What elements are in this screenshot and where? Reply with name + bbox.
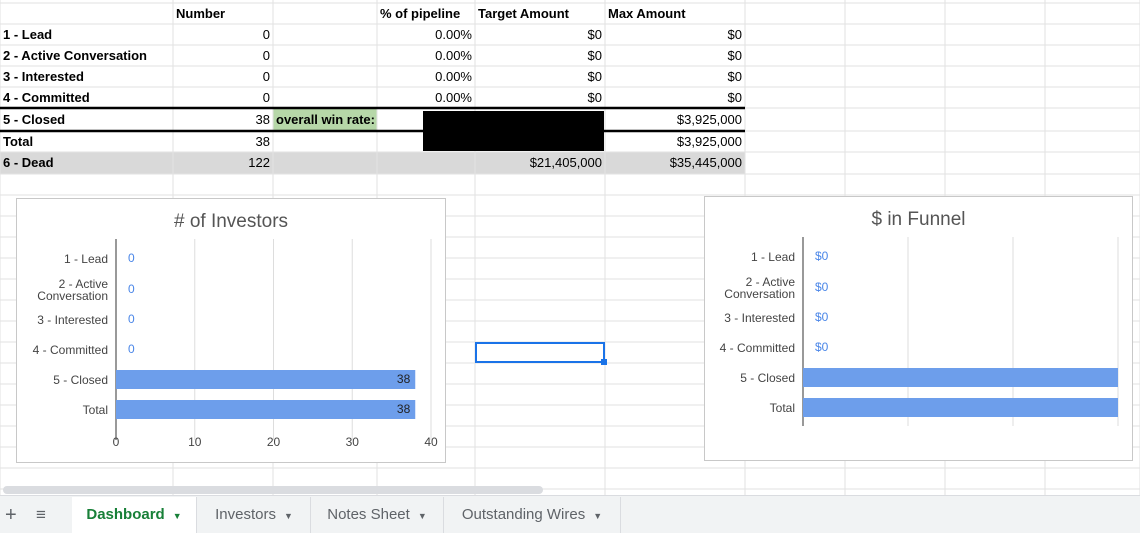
cell: $3,925,000 [676,112,742,127]
cell: 2 - Active Conversation [3,48,148,63]
bar [116,400,416,419]
cell: $0 [587,90,602,105]
cell: 0.00% [435,90,472,105]
cell: Max Amount [608,6,686,21]
chart-title: $ in Funnel [871,209,965,230]
tab-label: Outstanding Wires [461,506,586,523]
cell: 0 [262,90,270,105]
cell: $0 [727,48,742,63]
value-label: $0 [815,249,829,263]
sheet-tab[interactable]: Notes Sheet ▼ [311,497,444,533]
category-label: 5 - Closed [740,371,795,385]
cell: 3 - Interested [3,69,84,84]
value-label: 0 [128,282,135,296]
cell: 38 [255,134,270,149]
sheet-tab[interactable]: Dashboard ▼ [72,497,197,533]
value-label: 0 [128,312,135,326]
cell: overall win rate: [276,112,375,127]
cell: 6 - Dead [3,155,54,170]
category-label: 1 - Lead [63,252,108,266]
cell: $0 [587,69,602,84]
category-label: 3 - Interested [724,311,795,325]
cell: % of pipeline [380,6,461,21]
x-tick-label: 40 [424,435,438,449]
tab-label: Dashboard [86,506,165,523]
sheet-tab[interactable]: Investors ▼ [198,497,311,533]
category-label: 4 - Committed [719,341,795,355]
win-rate-bg [273,108,377,131]
cell: $21,405,000 [529,155,602,170]
all-sheets[interactable]: ≡ [36,505,46,524]
add-sheet[interactable]: + [5,504,17,526]
cell: 1 - Lead [3,27,53,42]
fill-handle[interactable] [601,359,607,365]
value-label: $0 [815,340,829,354]
cell: 4 - Committed [3,90,90,105]
bar [116,370,416,389]
x-tick-label: 20 [267,435,281,449]
value-label: 38 [397,372,411,386]
category-label: 2 - Active Conversation [37,277,108,303]
category-label: 2 - Active Conversation [724,275,795,301]
category-label: 4 - Committed [32,343,108,357]
tab-arrow: ▼ [593,511,603,521]
value-label: $0 [815,280,829,294]
tab-arrow: ▼ [172,511,182,521]
cell: Number [176,6,226,21]
chart: $ in Funnel $0 $0 $0 $0 [802,209,1119,426]
selected-cell[interactable] [475,342,605,363]
value-label: 0 [128,342,135,356]
tab-arrow: ▼ [283,511,293,521]
x-tick-label: 0 [113,435,120,449]
cell: 0 [262,48,270,63]
cell: 122 [248,155,270,170]
chart: # of Investors 0 10 20 30 40 0 0 0 0 38 38 [113,211,438,449]
chart-title: # of Investors [174,211,288,232]
x-tick-label: 30 [346,435,360,449]
cell: Total [3,134,34,149]
tab-arrow: ▼ [417,511,427,521]
cell: 0 [262,27,270,42]
cell: Target Amount [478,6,569,21]
category-label: 3 - Interested [37,313,108,327]
cell: $0 [587,48,602,63]
cell: 0 [262,69,270,84]
category-label: Total [82,403,108,417]
tab-label: Investors [215,506,276,523]
dead-row-bg [0,152,745,174]
scrollbar[interactable] [3,486,543,494]
bar [803,368,1118,387]
cell: 0.00% [435,69,472,84]
cell: 38 [255,112,270,127]
tab-label: Notes Sheet [327,506,410,523]
x-tick-label: 10 [188,435,202,449]
bar [803,398,1118,417]
category-label: 5 - Closed [53,373,108,387]
value-label: 0 [128,251,135,265]
value-label: $0 [815,310,829,324]
cell: 0.00% [435,27,472,42]
cell: $0 [587,27,602,42]
cell: $0 [727,27,742,42]
cell: $0 [727,69,742,84]
cell: $3,925,000 [676,134,742,149]
cell: 0.00% [435,48,472,63]
value-label: 38 [397,402,411,416]
cell: 5 - Closed [3,112,66,127]
sheet-tab[interactable]: Outstanding Wires ▼ [444,497,621,533]
cell: $0 [727,90,742,105]
cell: $35,445,000 [669,155,742,170]
category-label: Total [769,401,795,415]
category-label: 1 - Lead [750,250,795,264]
redaction [423,111,604,151]
